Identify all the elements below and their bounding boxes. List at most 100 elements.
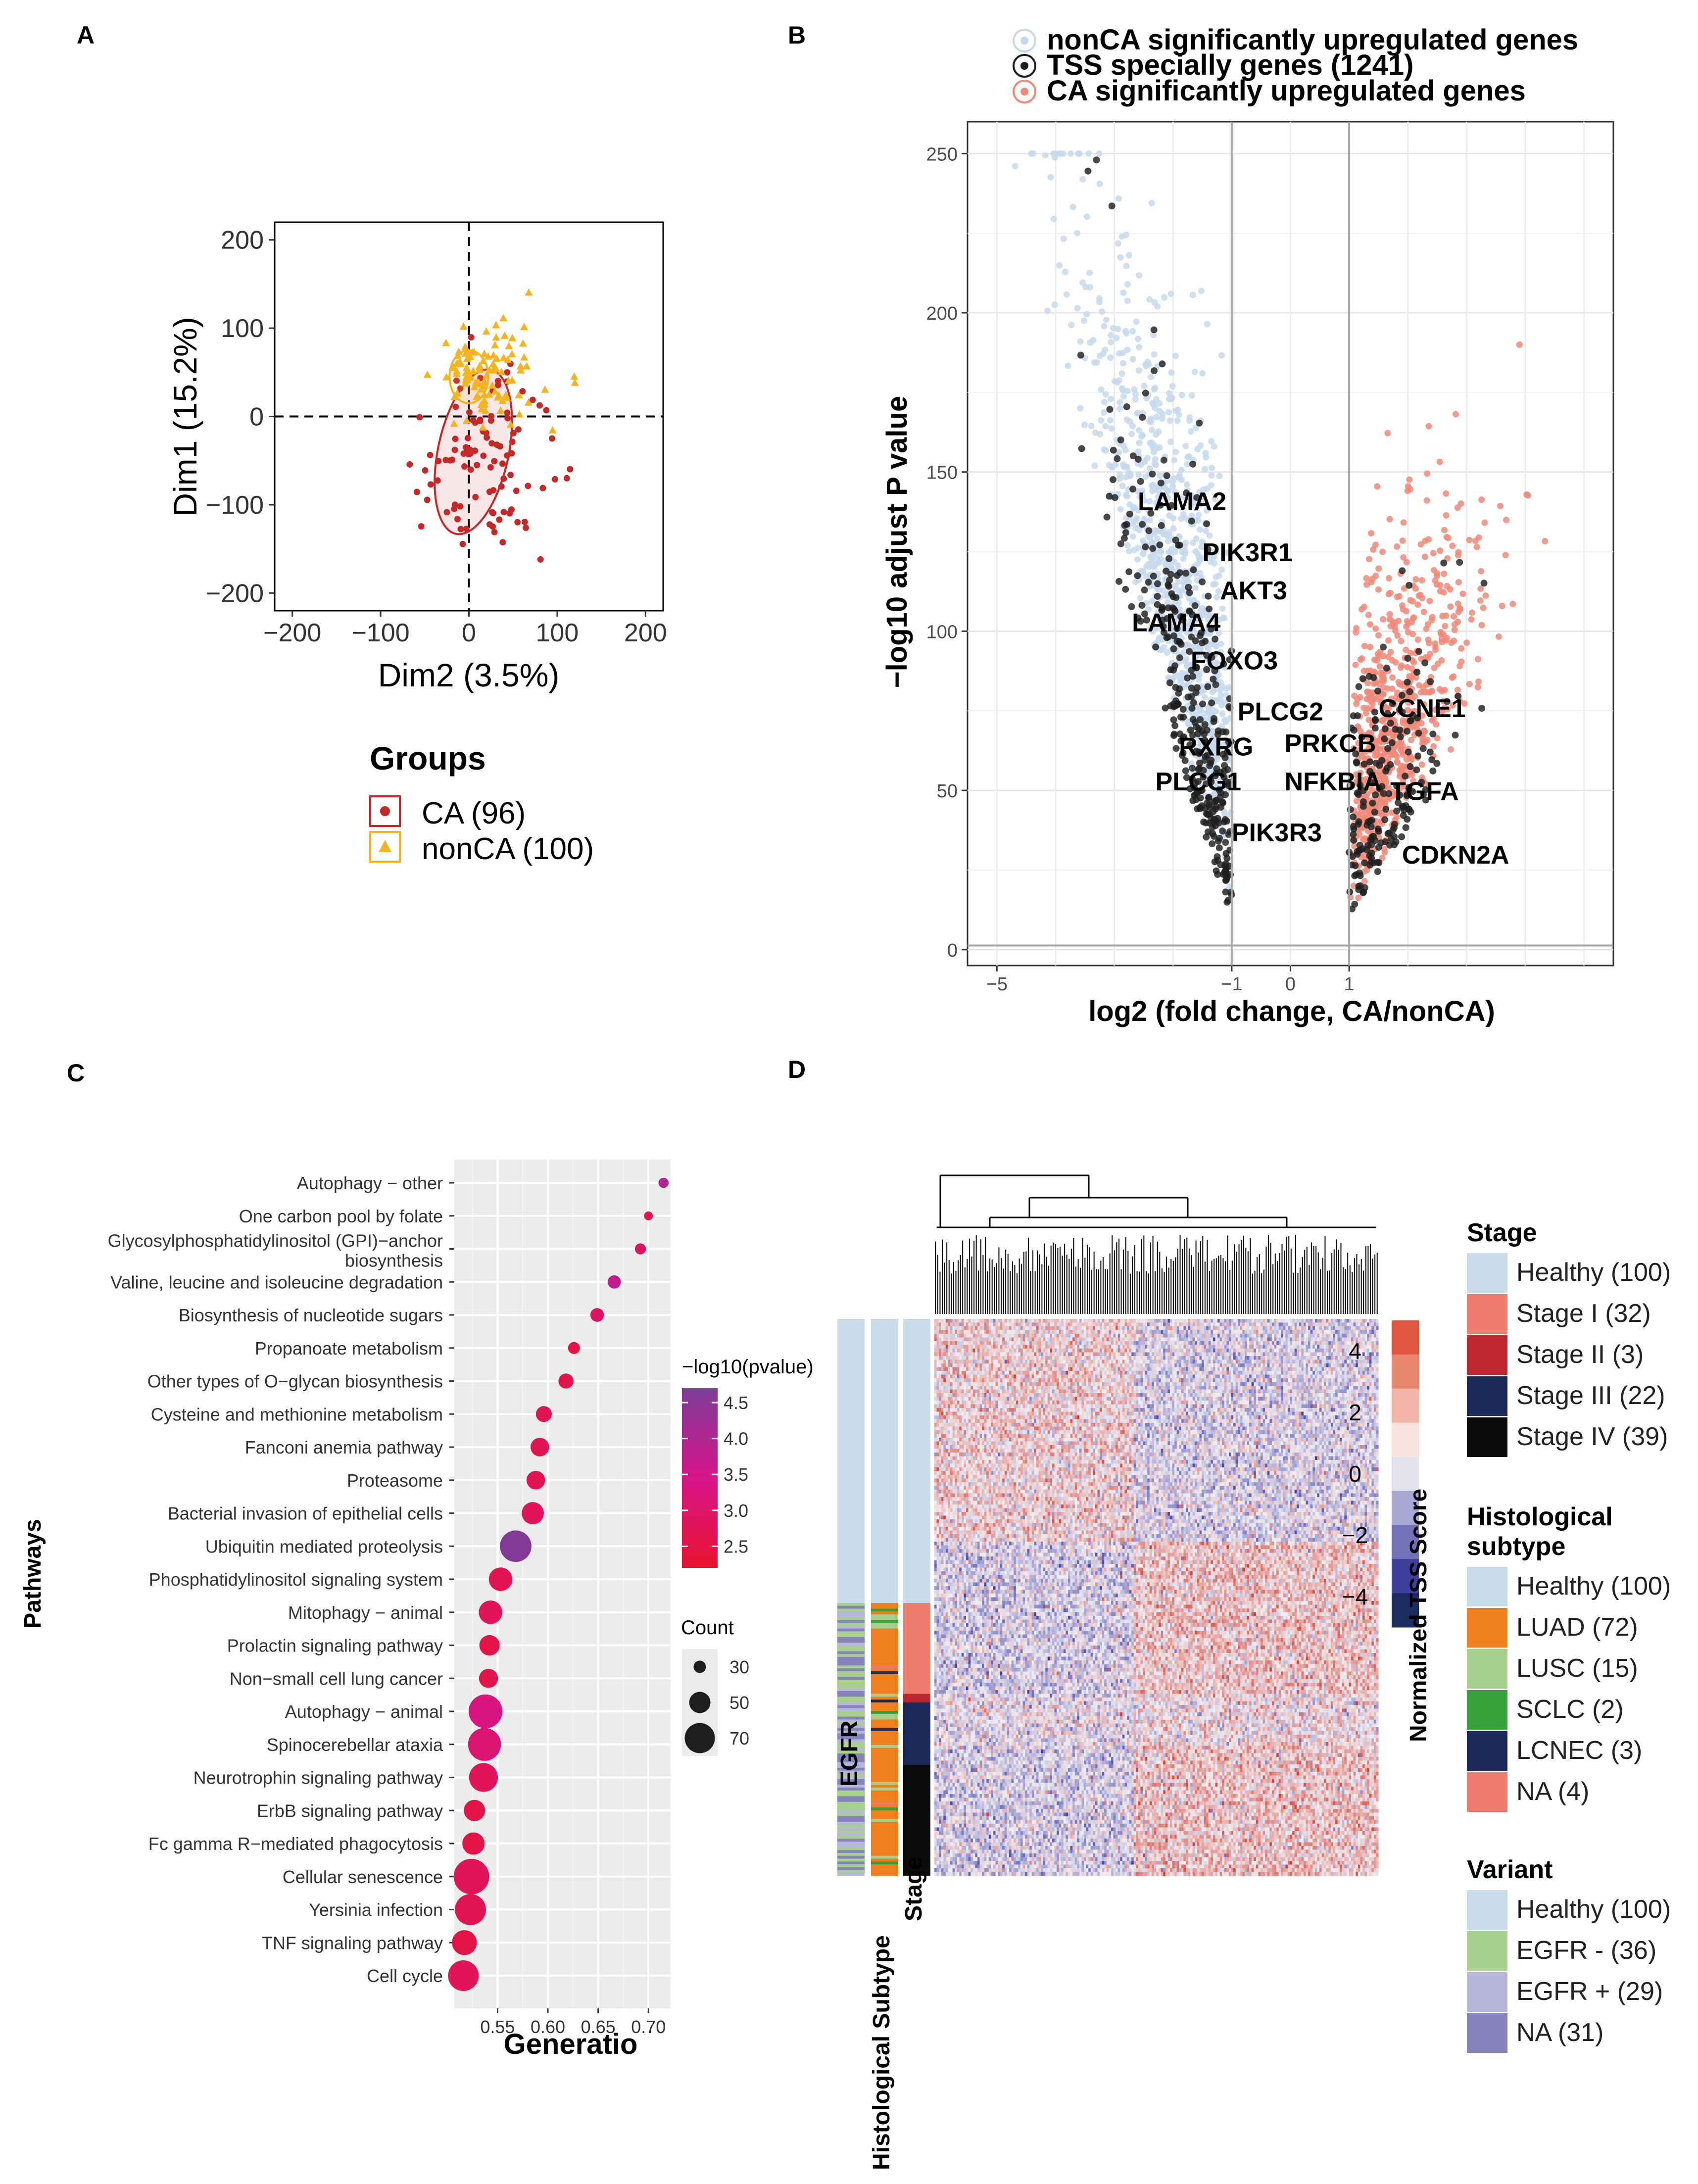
pca-ca-point (506, 510, 513, 517)
heatmap-cell (1192, 1341, 1195, 1346)
heatmap-cell (1238, 1326, 1241, 1331)
heatmap-cell (1111, 1356, 1114, 1360)
volcano-point-nonca (1136, 272, 1143, 279)
heatmap-cell (1174, 1341, 1177, 1346)
heatmap-cell (1117, 1322, 1120, 1327)
volcano-point-nonca (1129, 423, 1136, 430)
heatmap-cell (1088, 1341, 1091, 1346)
heatmap-cell (1165, 1319, 1168, 1323)
heatmap-cell (972, 1356, 975, 1360)
heatmap-cell (986, 1345, 989, 1349)
heatmap-cell (1074, 1337, 1077, 1342)
heatmap-cell (1066, 1319, 1068, 1323)
heatmap-cell (1217, 1341, 1220, 1346)
heatmap-cell (1287, 1356, 1291, 1360)
heatmap-cell (1176, 1319, 1179, 1323)
heatmap-cell (977, 1337, 980, 1342)
heatmap-cell (1219, 1352, 1222, 1357)
volcano-point-ca (1441, 570, 1448, 577)
heatmap-cell (1143, 1322, 1146, 1327)
heatmap-cell (1224, 1322, 1227, 1327)
heatmap-cell (1176, 1326, 1179, 1331)
heatmap-cell (1367, 1322, 1370, 1327)
heatmap-cell (939, 1326, 942, 1331)
enrichment-dot (644, 1211, 653, 1220)
heatmap-cell (1353, 1330, 1356, 1334)
heatmap-cell (1271, 1345, 1275, 1349)
volcano-point-tss (1134, 455, 1142, 463)
heatmap-cell (1124, 1341, 1127, 1346)
heatmap-cell (986, 1319, 989, 1323)
pca-ca-point (435, 457, 442, 464)
heatmap-cell (1093, 1349, 1096, 1353)
heatmap-cell (1228, 1352, 1232, 1357)
volcano-point-nonca (1219, 710, 1226, 717)
volcano-point-ca (1389, 674, 1396, 681)
heatmap-cell (966, 1337, 969, 1342)
volcano-point-nonca (1124, 388, 1131, 394)
heatmap-cell (948, 1341, 951, 1346)
heatmap-cell (1122, 1345, 1125, 1349)
heatmap-cell (1258, 1322, 1261, 1327)
pca-ca-centroid (463, 446, 475, 457)
heatmap-cell (1002, 1352, 1005, 1357)
heatmap-cell (1285, 1345, 1288, 1349)
heatmap-cell (1211, 1349, 1213, 1353)
heatmap-cell (1362, 1330, 1365, 1334)
heatmap-cell (975, 1337, 978, 1342)
heatmap-cell (1199, 1345, 1202, 1349)
volcano-point-ca (1379, 548, 1386, 555)
heatmap-cell (1116, 1337, 1118, 1342)
heatmap-cell (1136, 1349, 1139, 1353)
heatmap-cell (1127, 1356, 1130, 1360)
volcano-gene-label: LAMA2 (1138, 487, 1226, 516)
heatmap-cell (939, 1345, 942, 1349)
heatmap-cell (1159, 1349, 1162, 1353)
heatmap-cell (1244, 1349, 1248, 1353)
heatmap-cell (1070, 1341, 1073, 1346)
heatmap-cell (1183, 1337, 1186, 1342)
volcano-point-ca (1542, 537, 1549, 544)
volcano-y-tick-label: 250 (926, 144, 958, 165)
heatmap-cell (1312, 1330, 1315, 1334)
heatmap-cell (1319, 1356, 1322, 1360)
heatmap-cell (1016, 1330, 1019, 1334)
volcano-point-tss (1375, 844, 1382, 851)
heatmap-cell (1344, 1356, 1347, 1360)
heatmap-cell (964, 1330, 967, 1334)
volcano-x-tick-label: 0 (1285, 974, 1296, 995)
heatmap-cell (1027, 1356, 1030, 1360)
heatmap-cell (1088, 1356, 1091, 1360)
heatmap-cell (1041, 1356, 1044, 1360)
volcano-point-tss (1365, 673, 1373, 680)
heatmap-cell (1127, 1337, 1130, 1342)
heatmap-cell (1351, 1334, 1354, 1338)
heatmap-cell (1057, 1334, 1060, 1338)
heatmap-cell (968, 1345, 971, 1349)
pca-nonca-point (508, 334, 517, 341)
heatmap-cell (1324, 1322, 1327, 1327)
heatmap-cell (1324, 1334, 1327, 1338)
enrichment-dot (469, 1763, 498, 1792)
heatmap-cell (1204, 1337, 1207, 1342)
heatmap-cell (1185, 1330, 1189, 1334)
heatmap-cell (1122, 1326, 1125, 1331)
heatmap-cell (1208, 1330, 1211, 1334)
heatmap-cell (1163, 1352, 1166, 1357)
heatmap-cell (1244, 1319, 1248, 1323)
volcano-point-tss (1205, 592, 1212, 600)
heatmap-cell (1154, 1356, 1157, 1360)
heatmap-cell (1269, 1341, 1272, 1346)
heatmap-cell (1217, 1334, 1220, 1338)
heatmap-cell (1238, 1322, 1241, 1327)
heatmap-cell (1036, 1341, 1039, 1346)
heatmap-cell (936, 1330, 939, 1334)
heatmap-cell (1283, 1330, 1286, 1334)
heatmap-cell (1093, 1334, 1096, 1338)
heatmap-cell (1281, 1326, 1284, 1331)
pca-ca-point (519, 388, 526, 395)
heatmap-cell (1197, 1349, 1200, 1353)
enrichment-pathway-label: Cysteine and methionine metabolism (151, 1404, 443, 1424)
heatmap-cell (1093, 1337, 1096, 1342)
heatmap-cell (1113, 1334, 1116, 1338)
